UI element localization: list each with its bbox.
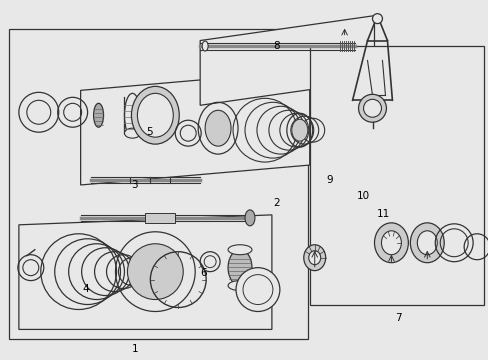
Text: 11: 11 [376, 209, 389, 219]
Ellipse shape [227, 245, 251, 255]
Ellipse shape [205, 110, 230, 146]
Ellipse shape [131, 86, 179, 144]
Ellipse shape [244, 210, 254, 226]
Ellipse shape [374, 223, 407, 263]
Text: 3: 3 [131, 180, 138, 190]
Bar [145, 213, 175, 223]
Text: 10: 10 [357, 191, 369, 201]
Text: 6: 6 [200, 268, 206, 278]
Circle shape [236, 268, 279, 311]
Ellipse shape [308, 251, 320, 265]
Ellipse shape [303, 245, 325, 271]
Text: 7: 7 [394, 313, 401, 323]
Ellipse shape [227, 250, 251, 285]
Ellipse shape [124, 93, 140, 137]
Ellipse shape [416, 231, 436, 255]
Circle shape [363, 99, 381, 117]
Ellipse shape [202, 41, 208, 51]
Ellipse shape [409, 223, 443, 263]
Circle shape [127, 244, 183, 300]
Ellipse shape [291, 119, 307, 141]
Ellipse shape [227, 280, 251, 291]
Polygon shape [81, 71, 309, 185]
Ellipse shape [124, 128, 140, 138]
Ellipse shape [137, 93, 173, 137]
Text: 9: 9 [326, 175, 332, 185]
Polygon shape [9, 28, 307, 339]
Bar [309, 45, 483, 305]
Polygon shape [200, 15, 374, 105]
Text: 1: 1 [131, 344, 138, 354]
Text: 2: 2 [272, 198, 279, 208]
Circle shape [372, 14, 382, 24]
Text: 5: 5 [146, 127, 153, 136]
Text: 4: 4 [82, 284, 89, 294]
Text: 8: 8 [272, 41, 279, 50]
Ellipse shape [381, 231, 401, 255]
Ellipse shape [93, 103, 103, 127]
Circle shape [358, 94, 386, 122]
Polygon shape [19, 215, 271, 329]
